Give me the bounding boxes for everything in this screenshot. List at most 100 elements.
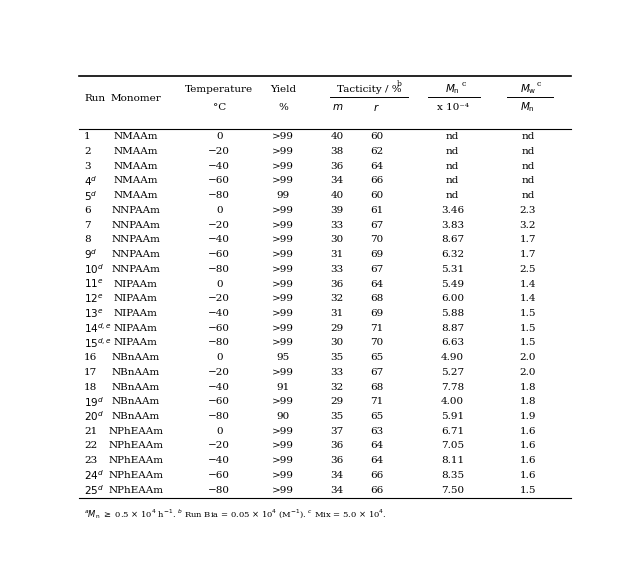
Text: $14^{d,e}$: $14^{d,e}$ (84, 321, 112, 335)
Text: NIPAAm: NIPAAm (114, 280, 158, 288)
Text: −80: −80 (209, 191, 230, 200)
Text: 5.91: 5.91 (441, 412, 464, 421)
Text: NNPAAm: NNPAAm (112, 221, 160, 229)
Text: 64: 64 (370, 456, 383, 465)
Text: nd: nd (521, 132, 534, 141)
Text: 36: 36 (330, 442, 344, 450)
Text: −20: −20 (209, 221, 230, 229)
Text: 68: 68 (370, 294, 383, 303)
Text: 31: 31 (330, 309, 344, 318)
Text: 7.05: 7.05 (441, 442, 464, 450)
Text: $4^{d}$: $4^{d}$ (84, 174, 98, 188)
Text: 4.00: 4.00 (441, 397, 464, 406)
Text: $m$: $m$ (332, 102, 343, 112)
Text: 66: 66 (370, 486, 383, 495)
Text: $19^{d}$: $19^{d}$ (84, 395, 104, 409)
Text: 7.78: 7.78 (441, 383, 464, 391)
Text: 99: 99 (276, 191, 290, 200)
Text: 63: 63 (370, 427, 383, 436)
Text: 1: 1 (84, 132, 91, 141)
Text: −80: −80 (209, 339, 230, 347)
Text: 65: 65 (370, 353, 383, 362)
Text: 66: 66 (370, 176, 383, 186)
Text: 60: 60 (370, 132, 383, 141)
Text: 71: 71 (370, 324, 383, 333)
Text: nd: nd (521, 147, 534, 156)
Text: $5^{d}$: $5^{d}$ (84, 189, 98, 203)
Text: 65: 65 (370, 412, 383, 421)
Text: >99: >99 (272, 456, 294, 465)
Text: NPhEAAm: NPhEAAm (108, 456, 164, 465)
Text: >99: >99 (272, 250, 294, 259)
Text: %: % (278, 103, 288, 112)
Text: −80: −80 (209, 486, 230, 495)
Text: 6: 6 (84, 206, 91, 215)
Text: −20: −20 (209, 442, 230, 450)
Text: c: c (536, 80, 541, 88)
Text: 37: 37 (330, 427, 344, 436)
Text: NBnAAm: NBnAAm (112, 353, 160, 362)
Text: 2: 2 (84, 147, 91, 156)
Text: 31: 31 (330, 250, 344, 259)
Text: 90: 90 (276, 412, 290, 421)
Text: >99: >99 (272, 339, 294, 347)
Text: NNPAAm: NNPAAm (112, 265, 160, 274)
Text: 36: 36 (330, 280, 344, 288)
Text: −80: −80 (209, 412, 230, 421)
Text: 67: 67 (370, 265, 383, 274)
Text: c: c (462, 80, 465, 88)
Text: nd: nd (521, 191, 534, 200)
Text: >99: >99 (272, 206, 294, 215)
Text: 3.46: 3.46 (441, 206, 464, 215)
Text: 7: 7 (84, 221, 91, 229)
Text: 38: 38 (330, 147, 344, 156)
Text: 8.11: 8.11 (441, 456, 464, 465)
Text: >99: >99 (272, 324, 294, 333)
Text: −60: −60 (209, 397, 230, 406)
Text: 70: 70 (370, 235, 383, 244)
Text: 29: 29 (330, 324, 344, 333)
Text: nd: nd (446, 147, 460, 156)
Text: $10^{d}$: $10^{d}$ (84, 262, 104, 276)
Text: −40: −40 (209, 456, 230, 465)
Text: NBnAAm: NBnAAm (112, 412, 160, 421)
Text: 18: 18 (84, 383, 98, 391)
Text: 16: 16 (84, 353, 98, 362)
Text: 3.83: 3.83 (441, 221, 464, 229)
Text: 1.6: 1.6 (520, 427, 536, 436)
Text: 1.8: 1.8 (520, 383, 536, 391)
Text: 91: 91 (276, 383, 290, 391)
Text: 0: 0 (216, 427, 223, 436)
Text: >99: >99 (272, 221, 294, 229)
Text: nd: nd (521, 176, 534, 186)
Text: NIPAAm: NIPAAm (114, 324, 158, 333)
Text: 22: 22 (84, 442, 98, 450)
Text: 95: 95 (276, 353, 290, 362)
Text: 30: 30 (330, 339, 344, 347)
Text: nd: nd (446, 162, 460, 171)
Text: 34: 34 (330, 486, 344, 495)
Text: 68: 68 (370, 383, 383, 391)
Text: $\mathit{M}_{\mathrm{n}}$: $\mathit{M}_{\mathrm{n}}$ (521, 101, 535, 114)
Text: 23: 23 (84, 456, 98, 465)
Text: NPhEAAm: NPhEAAm (108, 486, 164, 495)
Text: >99: >99 (272, 294, 294, 303)
Text: 1.5: 1.5 (520, 324, 536, 333)
Text: 1.9: 1.9 (520, 412, 536, 421)
Text: nd: nd (446, 191, 460, 200)
Text: 2.3: 2.3 (520, 206, 536, 215)
Text: NMAAm: NMAAm (113, 147, 158, 156)
Text: 1.6: 1.6 (520, 442, 536, 450)
Text: NMAAm: NMAAm (113, 176, 158, 186)
Text: 0: 0 (216, 132, 223, 141)
Text: 8.87: 8.87 (441, 324, 464, 333)
Text: 1.5: 1.5 (520, 486, 536, 495)
Text: 29: 29 (330, 397, 344, 406)
Text: 6.71: 6.71 (441, 427, 464, 436)
Text: 33: 33 (330, 221, 344, 229)
Text: 2.0: 2.0 (520, 368, 536, 377)
Text: >99: >99 (272, 471, 294, 480)
Text: $12^{e}$: $12^{e}$ (84, 292, 103, 305)
Text: 5.31: 5.31 (441, 265, 464, 274)
Text: 64: 64 (370, 280, 383, 288)
